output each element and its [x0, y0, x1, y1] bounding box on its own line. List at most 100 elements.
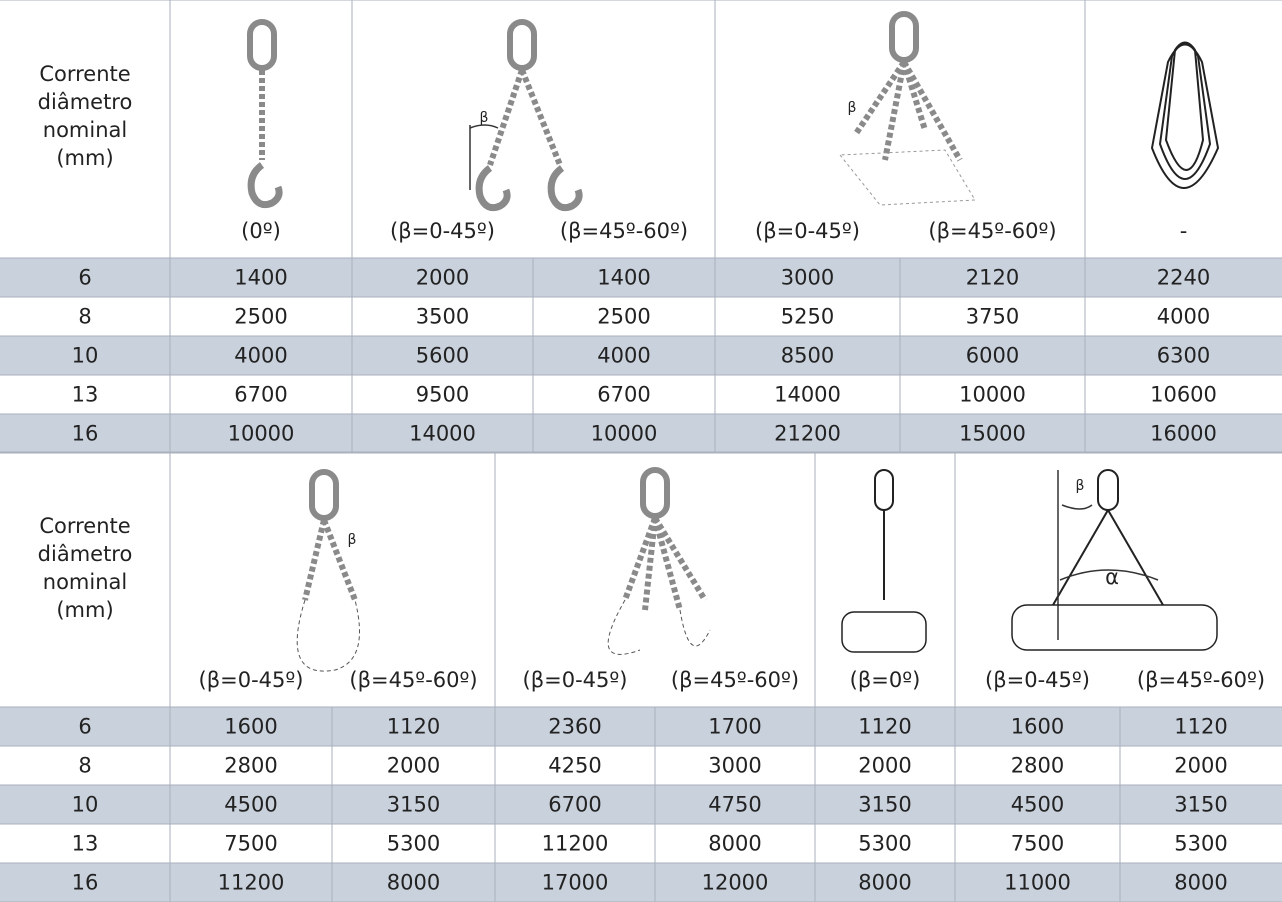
header-label: diâmetro	[38, 90, 133, 114]
load-cell: 12000	[702, 871, 769, 895]
load-cell: 5300	[387, 832, 440, 856]
load-cell: 1700	[708, 715, 761, 739]
angle-label: (β=45º-60º)	[349, 668, 477, 692]
load-cell: 4000	[1157, 305, 1210, 329]
load-cell: 1120	[1174, 715, 1227, 739]
load-cell: 2360	[548, 715, 601, 739]
load-cell: 6700	[234, 383, 287, 407]
load-cell: 10000	[959, 383, 1026, 407]
diameter-cell: 6	[78, 715, 91, 739]
load-cell: 21200	[774, 422, 841, 446]
page: β β β β α 614002000140030002120224082500…	[0, 0, 1282, 902]
load-cell: 8000	[387, 871, 440, 895]
load-cell: 3150	[858, 793, 911, 817]
load-cell: 5250	[781, 305, 834, 329]
load-cell: 7500	[224, 832, 277, 856]
alpha-label: α	[1105, 565, 1119, 589]
load-cell: 10600	[1150, 383, 1217, 407]
load-cell: 10000	[591, 422, 658, 446]
angle-label: -	[1180, 219, 1188, 243]
load-cell: 3000	[781, 266, 834, 290]
header-label: nominal	[43, 118, 127, 142]
load-cell: 6000	[966, 344, 1019, 368]
load-cell: 11000	[1004, 871, 1071, 895]
load-cell: 8000	[858, 871, 911, 895]
header-label: (mm)	[56, 598, 113, 622]
angle-label: (β=0-45º)	[985, 668, 1090, 692]
load-cell: 4000	[597, 344, 650, 368]
load-cell: 4250	[548, 754, 601, 778]
load-cell: 5600	[416, 344, 469, 368]
header-label: nominal	[43, 570, 127, 594]
load-cell: 9500	[416, 383, 469, 407]
diameter-cell: 10	[72, 344, 99, 368]
diameter-cell: 13	[72, 832, 99, 856]
diameter-cell: 16	[72, 871, 99, 895]
load-cell: 14000	[774, 383, 841, 407]
angle-label: (β=45º-60º)	[928, 219, 1056, 243]
load-cell: 1400	[597, 266, 650, 290]
angle-label: (0º)	[241, 219, 281, 243]
load-cell: 3150	[387, 793, 440, 817]
load-cell: 2800	[1011, 754, 1064, 778]
load-cell: 2120	[966, 266, 1019, 290]
shaded-row	[0, 785, 1282, 824]
angle-label: (β=0-45º)	[755, 219, 860, 243]
angle-label: (β=45º-60º)	[1137, 668, 1265, 692]
angle-label: (β=45º-60º)	[671, 668, 799, 692]
load-cell: 4750	[708, 793, 761, 817]
load-cell: 2500	[234, 305, 287, 329]
load-cell: 2240	[1157, 266, 1210, 290]
load-cell: 11200	[218, 871, 285, 895]
angle-label: (β=0-45º)	[523, 668, 628, 692]
load-cell: 1120	[387, 715, 440, 739]
angle-label: (β=0-45º)	[199, 668, 304, 692]
angle-label: (β=0º)	[850, 668, 921, 692]
load-cell: 3000	[708, 754, 761, 778]
load-cell: 3500	[416, 305, 469, 329]
load-cell: 3150	[1174, 793, 1227, 817]
diameter-cell: 6	[78, 266, 91, 290]
load-cell: 4000	[234, 344, 287, 368]
beta-label: β	[348, 532, 357, 548]
angle-label: (β=0-45º)	[390, 219, 495, 243]
load-cell: 6300	[1157, 344, 1210, 368]
load-cell: 1600	[1011, 715, 1064, 739]
diameter-cell: 13	[72, 383, 99, 407]
load-cell: 3750	[966, 305, 1019, 329]
header-label: Corrente	[39, 514, 130, 538]
load-cell: 2000	[387, 754, 440, 778]
diameter-cell: 16	[72, 422, 99, 446]
load-cell: 8000	[708, 832, 761, 856]
beta-label: β	[480, 110, 489, 126]
shaded-row	[0, 707, 1282, 746]
load-cell: 4500	[224, 793, 277, 817]
load-cell: 15000	[959, 422, 1026, 446]
load-cell: 16000	[1150, 422, 1217, 446]
load-cell: 5300	[1174, 832, 1227, 856]
load-cell: 11200	[542, 832, 609, 856]
load-cell: 6700	[597, 383, 650, 407]
load-cell: 7500	[1011, 832, 1064, 856]
load-cell: 2000	[858, 754, 911, 778]
load-cell: 8500	[781, 344, 834, 368]
load-cell: 2500	[597, 305, 650, 329]
header-label: (mm)	[56, 146, 113, 170]
load-cell: 10000	[228, 422, 295, 446]
load-cell: 14000	[409, 422, 476, 446]
header-label: Corrente	[39, 62, 130, 86]
load-cell: 4500	[1011, 793, 1064, 817]
load-cell: 17000	[542, 871, 609, 895]
load-cell: 1400	[234, 266, 287, 290]
load-cell: 6700	[548, 793, 601, 817]
load-cell: 2000	[1174, 754, 1227, 778]
beta-label: β	[848, 100, 857, 116]
load-cell: 8000	[1174, 871, 1227, 895]
shaded-row	[0, 863, 1282, 902]
diameter-cell: 8	[78, 305, 91, 329]
angle-label: (β=45º-60º)	[560, 219, 688, 243]
load-cell: 1600	[224, 715, 277, 739]
diameter-cell: 10	[72, 793, 99, 817]
diameter-cell: 8	[78, 754, 91, 778]
load-cell: 2800	[224, 754, 277, 778]
